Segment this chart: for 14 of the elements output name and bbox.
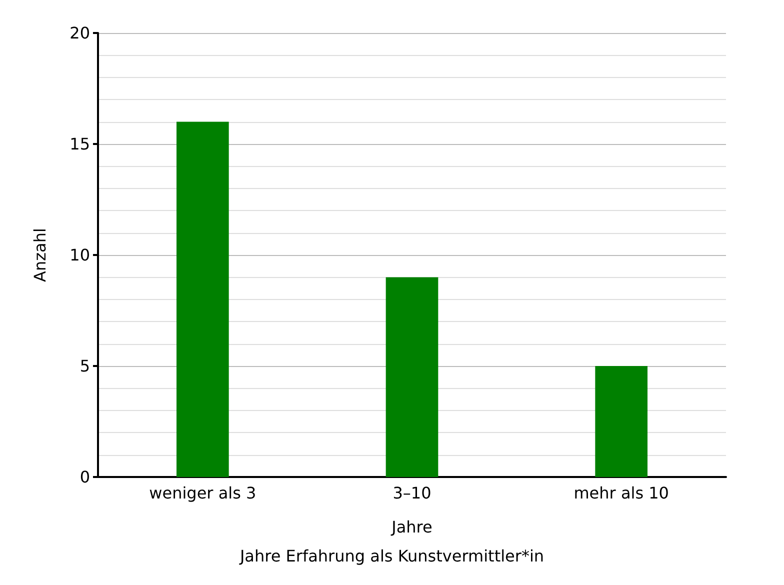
y-tick-label: 10: [70, 246, 90, 264]
x-tick-label: weniger als 3: [149, 484, 256, 502]
y-tick-label: 20: [70, 24, 90, 42]
y-tick-label: 5: [80, 356, 90, 376]
y-tick-label: 15: [70, 134, 90, 154]
x-tick-label: mehr als 10: [574, 484, 669, 502]
bar: [595, 366, 648, 477]
text: Jahre Erfahrung als Kunstvermittler*in: [238, 546, 544, 566]
x-axis-title: Jahre: [390, 518, 432, 536]
y-tick-label: 0: [80, 468, 90, 486]
y-axis-title: Anzahl: [30, 228, 50, 282]
bar: [386, 277, 438, 477]
x-tick-label: 3–10: [392, 484, 432, 502]
bar: [176, 122, 229, 477]
